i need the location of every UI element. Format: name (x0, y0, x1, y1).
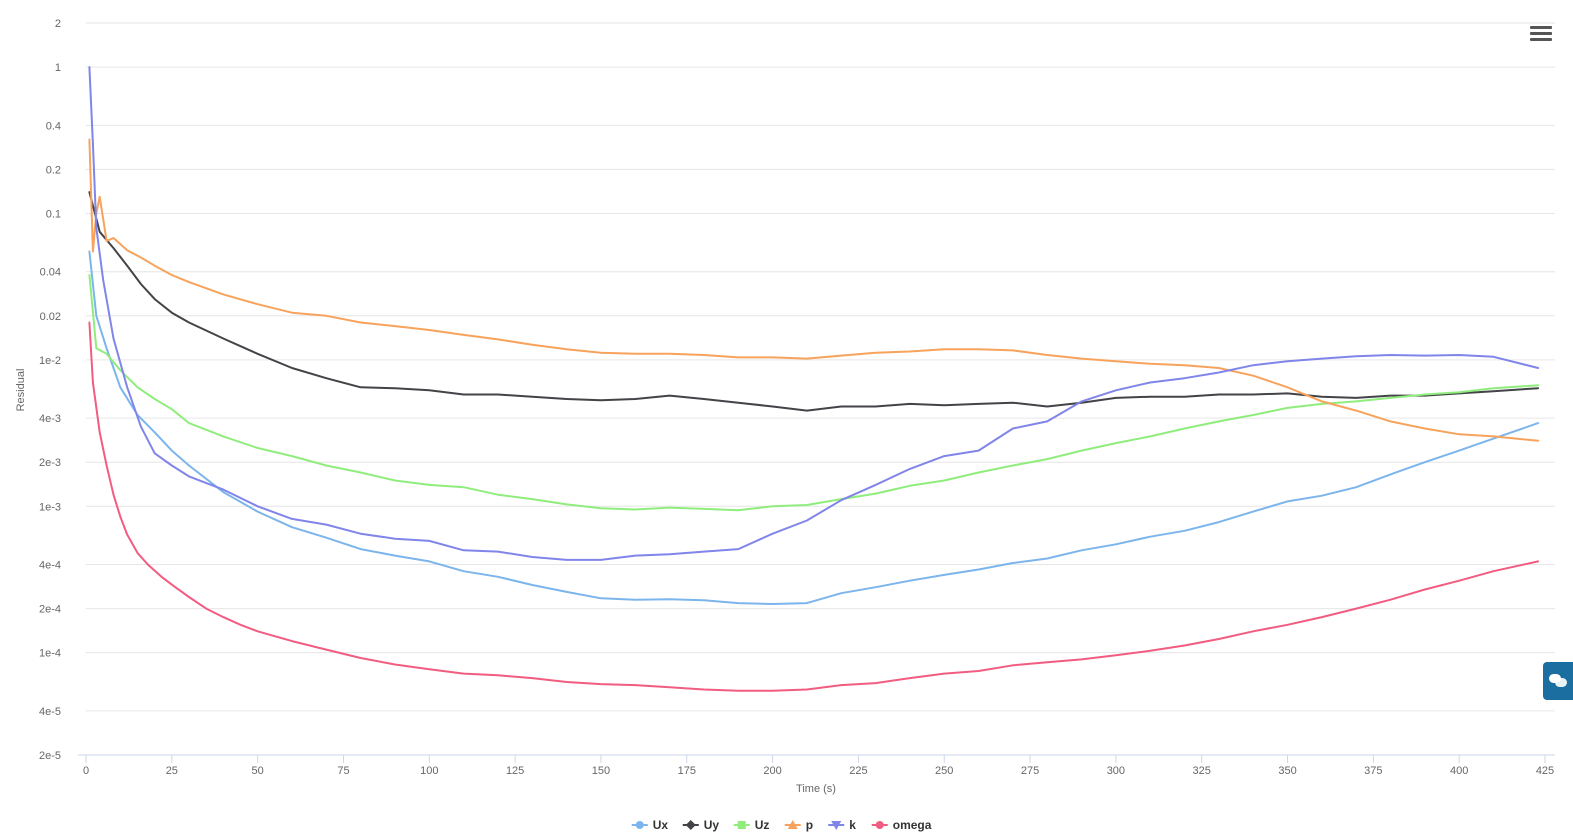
legend-label-Uy: Uy (704, 818, 720, 832)
x-tick-label: 75 (337, 765, 349, 777)
chat-icon (1549, 674, 1561, 683)
x-tick-label: 150 (592, 765, 610, 777)
legend-label-omega: omega (893, 818, 932, 832)
legend-marker-p (787, 820, 798, 829)
y-tick-label: 4e-3 (39, 413, 61, 425)
y-tick-label: 4e-4 (39, 560, 61, 572)
legend-label-Uz: Uz (755, 818, 770, 832)
legend-marker-Uz (737, 821, 746, 829)
y-axis-title: Residual (15, 369, 27, 412)
y-tick-label: 1e-2 (39, 355, 61, 367)
x-tick-label: 375 (1364, 765, 1382, 777)
series-line-Uz[interactable] (88, 274, 1540, 512)
series-line-Ux[interactable] (88, 250, 1540, 605)
x-tick-label: 425 (1536, 765, 1554, 777)
x-tick-label: 250 (935, 765, 953, 777)
x-tick-label: 325 (1193, 765, 1211, 777)
x-axis-title: Time (s) (796, 783, 836, 795)
x-tick-label: 125 (506, 765, 524, 777)
y-tick-label: 4e-5 (39, 706, 61, 718)
y-tick-label: 1 (55, 62, 61, 74)
y-tick-label: 0.2 (46, 164, 61, 176)
chat-icon-secondary (1555, 678, 1567, 687)
y-tick-label: 1e-4 (39, 648, 61, 660)
legend[interactable]: Ux Uy Uz p k omega (631, 818, 932, 832)
legend-marker-omega (875, 821, 884, 829)
series-line-omega[interactable] (88, 321, 1540, 692)
legend-marker-Ux (635, 821, 644, 829)
legend-item-omega[interactable]: omega (871, 818, 932, 832)
legend-item-Uz[interactable]: Uz (733, 818, 770, 832)
x-tick-label: 0 (83, 765, 89, 777)
y-tick-label: 0.02 (40, 311, 61, 323)
legend-item-p[interactable]: p (784, 818, 813, 832)
grid-lines (86, 22, 1555, 712)
y-tick-label: 0.1 (46, 208, 61, 220)
series-line-Uy[interactable] (88, 191, 1540, 412)
y-tick-label: 2e-3 (39, 457, 61, 469)
chat-widget-tab[interactable] (1543, 662, 1573, 700)
x-tick-label: 25 (166, 765, 178, 777)
y-tick-label: 0.4 (46, 120, 61, 132)
x-axis: 0 25 50 75 100 125 150 175 200 225 250 275 300 325 350… (78, 754, 1555, 777)
y-axis-ticks: 2 1 0.4 0.2 0.1 0.04 0.02 1e-2 4e-3 2e-3 1e-3 4e-4 2… (39, 18, 61, 762)
y-tick-label: 2 (55, 18, 61, 30)
y-tick-label: 2e-5 (39, 750, 61, 762)
legend-marker-k (831, 821, 842, 830)
y-tick-label: 0.04 (40, 267, 61, 279)
x-tick-label: 350 (1278, 765, 1296, 777)
y-tick-label: 2e-4 (39, 604, 61, 616)
legend-label-p: p (806, 818, 813, 832)
x-tick-label: 300 (1107, 765, 1125, 777)
legend-label-Ux: Ux (653, 818, 669, 832)
series-line-k[interactable] (88, 66, 1540, 561)
legend-item-Ux[interactable]: Ux (631, 818, 669, 832)
y-tick-label: 1e-3 (39, 501, 61, 513)
x-tick-label: 50 (252, 765, 264, 777)
x-tick-label: 175 (678, 765, 696, 777)
legend-marker-Uy (685, 820, 696, 830)
legend-item-Uy[interactable]: Uy (682, 818, 720, 832)
legend-item-k[interactable]: k (828, 818, 856, 832)
x-tick-label: 100 (420, 765, 438, 777)
series-lines[interactable] (88, 66, 1540, 692)
x-tick-label: 225 (849, 765, 867, 777)
x-tick-label: 275 (1021, 765, 1039, 777)
series-line-p[interactable] (88, 138, 1540, 442)
legend-label-k: k (849, 818, 856, 832)
chart-context-menu-button[interactable] (1530, 26, 1552, 44)
x-tick-label: 400 (1450, 765, 1468, 777)
x-tick-label: 200 (763, 765, 781, 777)
